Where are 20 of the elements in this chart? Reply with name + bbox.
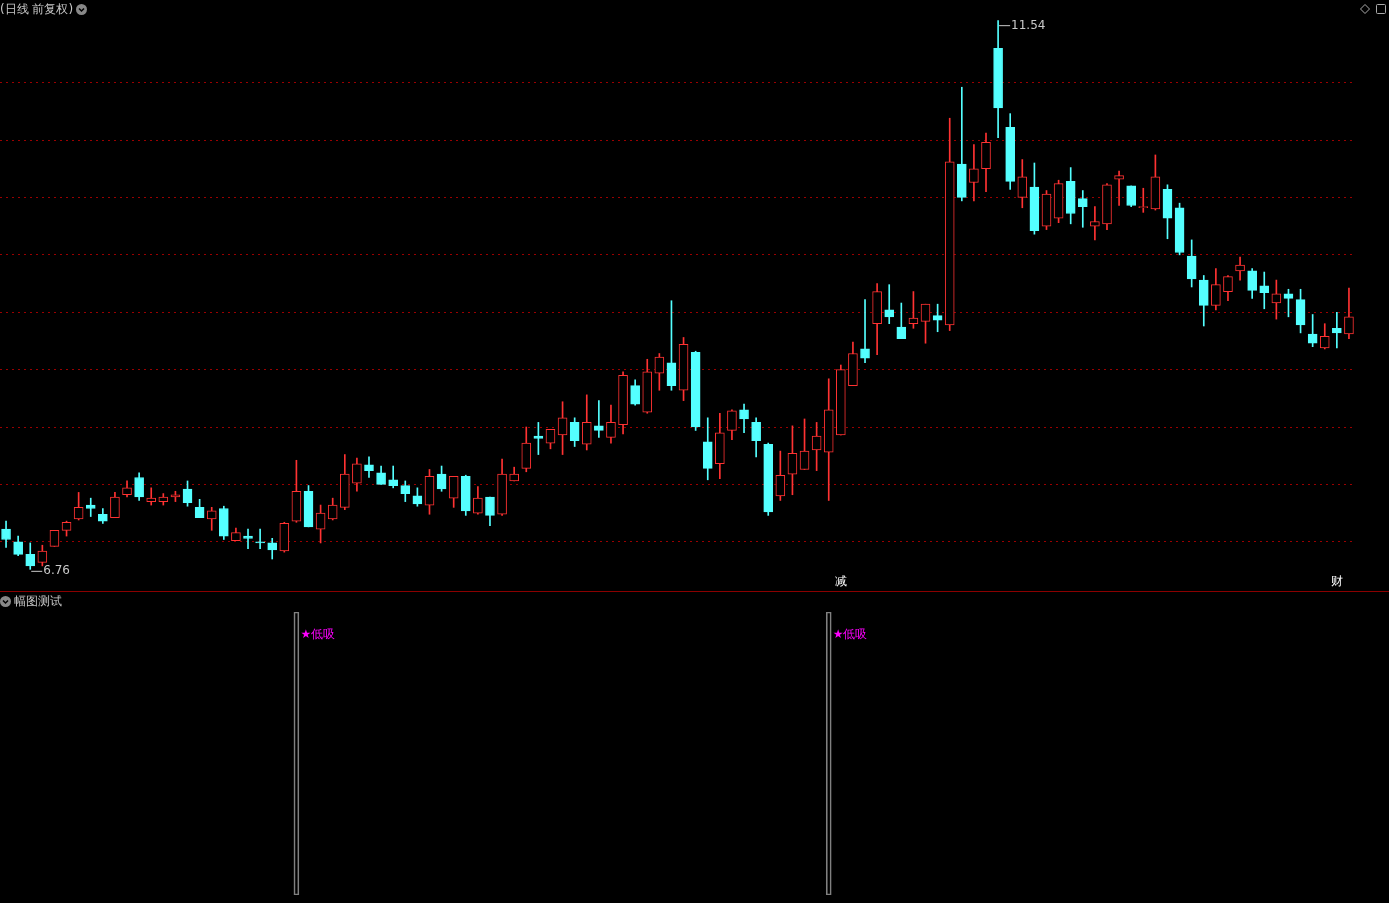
candlestick: [884, 284, 895, 325]
candlestick: [1259, 271, 1270, 310]
annotation: 6.76: [43, 563, 70, 578]
candlestick: [255, 528, 265, 550]
text: 财: [1330, 574, 1343, 589]
candlestick: [594, 400, 604, 438]
candlestick: [85, 497, 96, 517]
chart-title: (日线 前复权): [0, 1, 74, 18]
candlestick: [1114, 170, 1124, 206]
annotation: ★低吸: [832, 627, 868, 642]
candlestick: [1138, 187, 1149, 213]
candlestick: [860, 299, 870, 364]
candlestick: [1332, 311, 1342, 349]
candlestick: [243, 528, 253, 550]
candlestick: [1090, 206, 1100, 241]
candlestick: [1077, 190, 1088, 228]
text: 减: [834, 574, 847, 589]
chart-title: 幅图测试: [14, 593, 62, 610]
annotation: ★低吸: [300, 627, 336, 642]
annotation: 11.54: [1011, 17, 1046, 32]
